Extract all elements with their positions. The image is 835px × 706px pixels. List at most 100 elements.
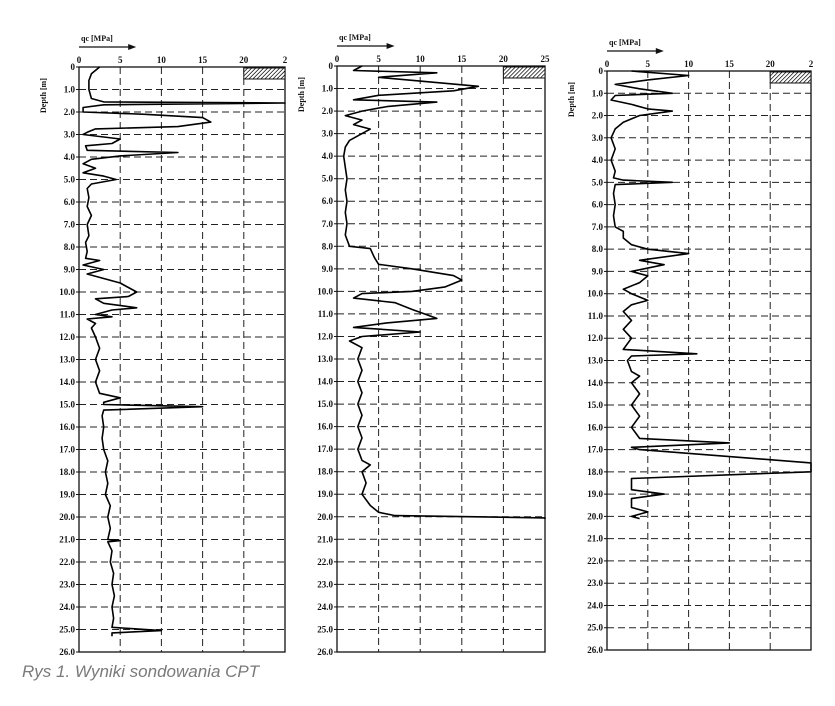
hatch-line — [243, 67, 253, 77]
y-tick-label: 16.0 — [317, 422, 333, 432]
y-tick-label: 0 — [329, 61, 334, 71]
x-axis-label: qc [MPa] — [339, 33, 371, 42]
y-tick-label: 9.0 — [64, 265, 76, 275]
y-tick-label: 11.0 — [60, 310, 76, 320]
y-tick-label: 24.0 — [317, 602, 333, 612]
y-tick-label: 12.0 — [59, 332, 75, 342]
y-tick-label: 19.0 — [59, 490, 75, 500]
y-tick-label: 4.0 — [592, 155, 604, 165]
y-tick-label: 23.0 — [317, 579, 333, 589]
y-tick-label: 2.0 — [322, 106, 334, 116]
y-tick-label: 21.0 — [59, 535, 75, 545]
y-axis-label: Depth [m] — [567, 82, 576, 117]
x-tick-label: 5 — [376, 54, 381, 64]
hatch-line — [798, 71, 811, 84]
x-tick-label: 0 — [605, 59, 610, 69]
hatch-line — [520, 66, 532, 79]
hatch-line — [264, 67, 277, 80]
y-tick-label: 10.0 — [59, 287, 75, 297]
hatch-line — [770, 71, 783, 84]
y-tick-label: 19.0 — [587, 489, 603, 499]
hatch-line — [774, 71, 787, 84]
y-tick-label: 22.0 — [59, 557, 75, 567]
x-tick-label: 10 — [416, 54, 426, 64]
y-tick-label: 14.0 — [587, 378, 603, 388]
x-tick-label: 20 — [239, 55, 249, 65]
x-tick-label: 25 — [541, 54, 551, 64]
hatch-line — [256, 67, 269, 80]
x-axis-label: qc [MPa] — [81, 34, 113, 43]
hatch-line — [544, 77, 546, 79]
y-tick-label: 20.0 — [587, 511, 603, 521]
hatch-line — [786, 71, 799, 84]
y-tick-label: 15.0 — [317, 399, 333, 409]
y-tick-label: 6.0 — [592, 200, 604, 210]
y-tick-label: 25.0 — [59, 625, 75, 635]
y-tick-label: 1.0 — [322, 84, 334, 94]
y-tick-label: 5.0 — [322, 174, 334, 184]
y-tick-label: 20.0 — [317, 512, 333, 522]
hatch-line — [252, 67, 265, 80]
y-tick-label: 18.0 — [59, 467, 75, 477]
y-tick-label: 8.0 — [322, 241, 334, 251]
hatch-line — [512, 66, 524, 79]
hatch-line — [508, 66, 520, 79]
y-tick-label: 20.0 — [59, 512, 75, 522]
y-tick-label: 3.0 — [592, 133, 604, 143]
cpt-panel-2: 0 5 10 15 20 25 qc [MPa] 0 1.0 2.0 3.0 4.0 5.0 6.0 7.0… — [297, 33, 550, 657]
hatch-line — [794, 71, 807, 84]
hatch-line — [540, 73, 546, 79]
y-tick-label: 11.0 — [318, 309, 334, 319]
y-tick-label: 5.0 — [64, 175, 76, 185]
y-tick-label: 8.0 — [64, 242, 76, 252]
x-tick-label: 20 — [766, 59, 776, 69]
hatch-line — [769, 71, 775, 77]
y-tick-label: 13.0 — [317, 354, 333, 364]
y-tick-label: 0 — [71, 62, 76, 72]
x-tick-label: 5 — [118, 55, 123, 65]
y-tick-label: 6.0 — [64, 197, 76, 207]
x-tick-label: 15 — [725, 59, 735, 69]
hatch-line — [243, 67, 249, 73]
x-axis-arrowhead — [655, 48, 664, 54]
x-tick-label: 15 — [198, 55, 208, 65]
hatch-line — [782, 71, 795, 84]
y-tick-label: 10.0 — [317, 286, 333, 296]
x-axis-label: qc [MPa] — [609, 38, 641, 47]
y-tick-label: 17.0 — [59, 445, 75, 455]
y-tick-label: 4.0 — [64, 152, 76, 162]
y-tick-label: 26.0 — [587, 645, 603, 655]
hatch-line — [516, 66, 528, 79]
y-tick-label: 21.0 — [317, 534, 333, 544]
hatch-line — [524, 66, 536, 79]
hatch-line — [769, 71, 779, 81]
hatch-line — [504, 66, 516, 79]
y-tick-label: 16.0 — [59, 422, 75, 432]
y-tick-label: 11.0 — [588, 311, 604, 321]
x-tick-label: 10 — [157, 55, 167, 65]
y-tick-label: 14.0 — [317, 377, 333, 387]
y-tick-label: 15.0 — [59, 400, 75, 410]
qc-profile-line — [82, 66, 286, 637]
y-tick-label: 12.0 — [587, 333, 603, 343]
hatch-line — [532, 66, 544, 79]
y-tick-label: 13.0 — [587, 356, 603, 366]
x-tick-label: 0 — [77, 55, 82, 65]
figure-caption: Rys 1. Wyniki sondowania CPT — [22, 662, 260, 681]
y-tick-label: 18.0 — [317, 467, 333, 477]
qc-profile-line — [610, 70, 812, 520]
cpt-panel-3: 0 5 10 15 20 2 qc [MPa] 0 1.0 2.0 3.0 4.0 5.0 6.0 7.0 8… — [567, 38, 814, 655]
hatch-line — [790, 71, 803, 84]
y-tick-label: 12.0 — [317, 331, 333, 341]
x-tick-label: 5 — [646, 59, 651, 69]
cpt-panel-1: 0 5 10 15 20 2 qc [MPa] 0 1.0 2.0 3.0 4.0 5.0 6.0 7.0 8… — [39, 34, 288, 657]
y-tick-label: 7.0 — [64, 220, 76, 230]
y-tick-label: 21.0 — [587, 534, 603, 544]
y-tick-label: 1.0 — [64, 85, 76, 95]
hatch-line — [280, 74, 286, 80]
y-tick-label: 26.0 — [59, 647, 75, 657]
y-tick-label: 25.0 — [317, 624, 333, 634]
y-tick-label: 4.0 — [322, 151, 334, 161]
y-tick-label: 15.0 — [587, 400, 603, 410]
y-tick-label: 17.0 — [317, 444, 333, 454]
